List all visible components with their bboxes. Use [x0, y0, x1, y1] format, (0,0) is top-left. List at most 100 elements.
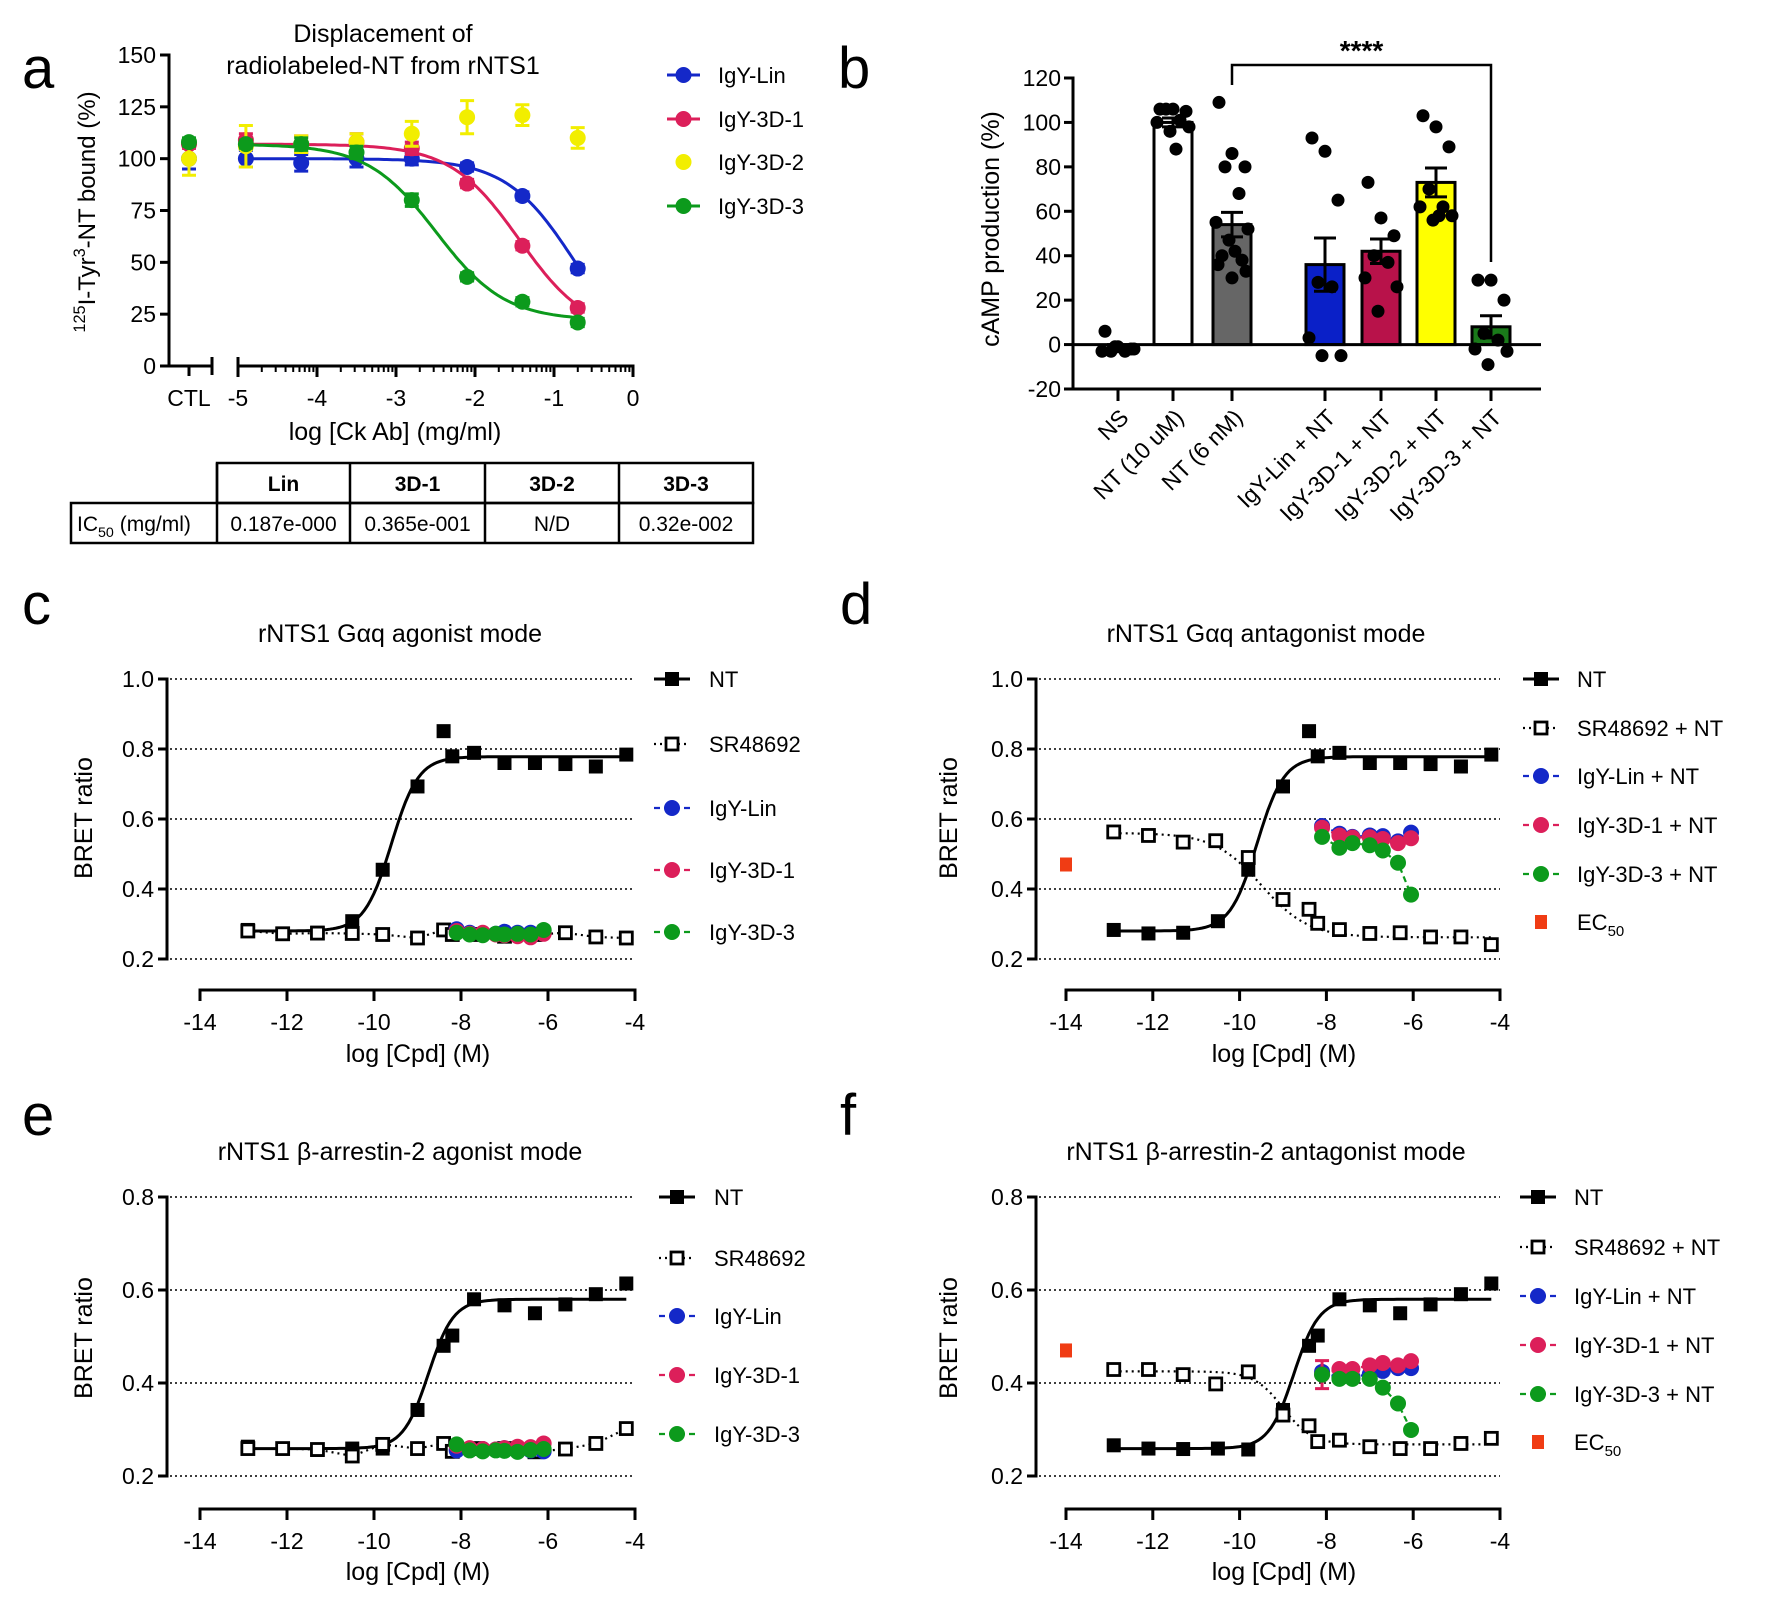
data-point: [497, 1298, 512, 1313]
data-point: [1453, 1287, 1468, 1302]
data-point: [181, 150, 197, 167]
data-point: [1332, 1432, 1347, 1448]
legend-item: IgY-Lin + NT: [1520, 1284, 1696, 1309]
chart-title: rNTS1 Gαq antagonist mode: [1107, 620, 1426, 648]
y-tick-label: -20: [1028, 376, 1061, 402]
data-point: [410, 1402, 425, 1417]
data-point: [1314, 1366, 1331, 1383]
legend-label-part: EC: [1577, 910, 1608, 935]
y-tick-label: 0.8: [122, 736, 154, 762]
y-axis-label-part: 125: [71, 305, 89, 332]
table-header: 3D-1: [395, 473, 441, 496]
y-tick-label: 150: [118, 42, 156, 68]
legend-label: NT: [1577, 667, 1606, 692]
data-point: [1453, 759, 1468, 774]
data-point: [588, 929, 604, 945]
data-point: [1302, 724, 1317, 739]
x-tick-label: -6: [1403, 1009, 1423, 1035]
y-tick-label: 0.2: [122, 946, 154, 972]
y-tick-label: 0.4: [991, 1370, 1023, 1396]
data-point: [1477, 326, 1491, 340]
legend-marker: [1530, 1239, 1546, 1255]
y-tick-label: 100: [1023, 109, 1061, 135]
y-tick-label: 125: [118, 94, 156, 120]
data-point: [1331, 193, 1345, 207]
data-point: [569, 260, 586, 277]
data-point: [375, 927, 391, 942]
y-tick-label: 0: [1048, 332, 1061, 358]
data-point: [1403, 886, 1420, 903]
data-point: [459, 109, 476, 126]
legend-marker: [664, 924, 680, 940]
x-tick-label: -6: [538, 1528, 558, 1554]
table-row-label-part: IC: [77, 513, 98, 536]
x-tick-label: -10: [1223, 1528, 1256, 1554]
y-tick-label: 0.2: [991, 1463, 1023, 1489]
data-point: [558, 1441, 573, 1457]
data-point: [240, 1441, 256, 1456]
data-point: [1311, 275, 1325, 289]
data-point: [410, 1441, 425, 1456]
data-point: [445, 1328, 460, 1343]
series-nt: [1106, 1276, 1499, 1457]
x-axis-label: log [Cpd] (M): [1212, 1558, 1356, 1586]
data-point: [1225, 147, 1239, 161]
data-point: [1403, 1353, 1420, 1370]
data-point: [1302, 331, 1316, 345]
x-tick-label: -8: [451, 1528, 471, 1554]
y-axis-label-part: -NT bound (%): [74, 91, 101, 248]
data-point: [1141, 1362, 1156, 1377]
x-tick-label: -10: [357, 1009, 390, 1035]
data-point: [1403, 1421, 1420, 1438]
series-sr48692-nt: [1106, 1362, 1499, 1456]
x-tick-label: -2: [465, 385, 485, 411]
legend-marker: [675, 154, 692, 170]
data-point: [237, 136, 254, 153]
data-point: [1392, 925, 1408, 941]
x-tick-label: -5: [228, 385, 248, 411]
legend-item: IgY-3D-3 + NT: [1520, 1382, 1714, 1407]
y-tick-label: 0.2: [991, 946, 1023, 972]
legend-label: NT: [714, 1185, 743, 1210]
data-point: [1481, 358, 1495, 372]
data-point: [1232, 187, 1246, 201]
legend-label: SR48692 + NT: [1577, 716, 1723, 741]
y-tick-label: 60: [1035, 198, 1061, 224]
data-point: [1358, 271, 1372, 285]
x-tick-label: -10: [1223, 1009, 1256, 1035]
data-point: [1484, 1276, 1499, 1291]
legend-item: IgY-Lin + NT: [1523, 764, 1699, 789]
x-tick-label: -12: [270, 1528, 303, 1554]
legend-label: NT: [1574, 1185, 1603, 1210]
data-point: [1432, 209, 1446, 223]
legend-item: SR48692: [659, 1246, 806, 1271]
legend-marker: [1535, 915, 1547, 929]
y-tick-label: 1.0: [991, 666, 1023, 692]
table-header: Lin: [268, 473, 300, 496]
series-sr48692: [240, 1421, 634, 1464]
data-point: [1374, 1379, 1391, 1396]
data-point: [1176, 925, 1191, 940]
data-point: [448, 1436, 465, 1453]
y-tick-label: 75: [130, 198, 156, 224]
legend-item: NT: [659, 1185, 743, 1210]
data-point: [403, 140, 420, 157]
data-point: [522, 1441, 539, 1458]
data-point: [1235, 253, 1249, 267]
legend-marker: [675, 111, 692, 127]
legend-item: IgY-3D-1: [667, 107, 804, 132]
data-point: [1060, 857, 1072, 872]
data-point: [1331, 839, 1348, 856]
data-point: [474, 1443, 491, 1460]
data-point: [403, 125, 420, 142]
data-point: [1423, 1297, 1438, 1312]
chart-title: radiolabeled-NT from rNTS1: [226, 52, 540, 80]
y-axis-label: 125I-Tyr3-NT bound (%): [71, 91, 101, 332]
data-point: [619, 1276, 634, 1291]
legend-marker: [669, 1367, 685, 1383]
data-point: [588, 1436, 604, 1451]
data-point: [467, 1292, 482, 1307]
data-point: [569, 129, 586, 146]
data-point: [1175, 834, 1191, 850]
panel-label: a: [22, 36, 55, 101]
